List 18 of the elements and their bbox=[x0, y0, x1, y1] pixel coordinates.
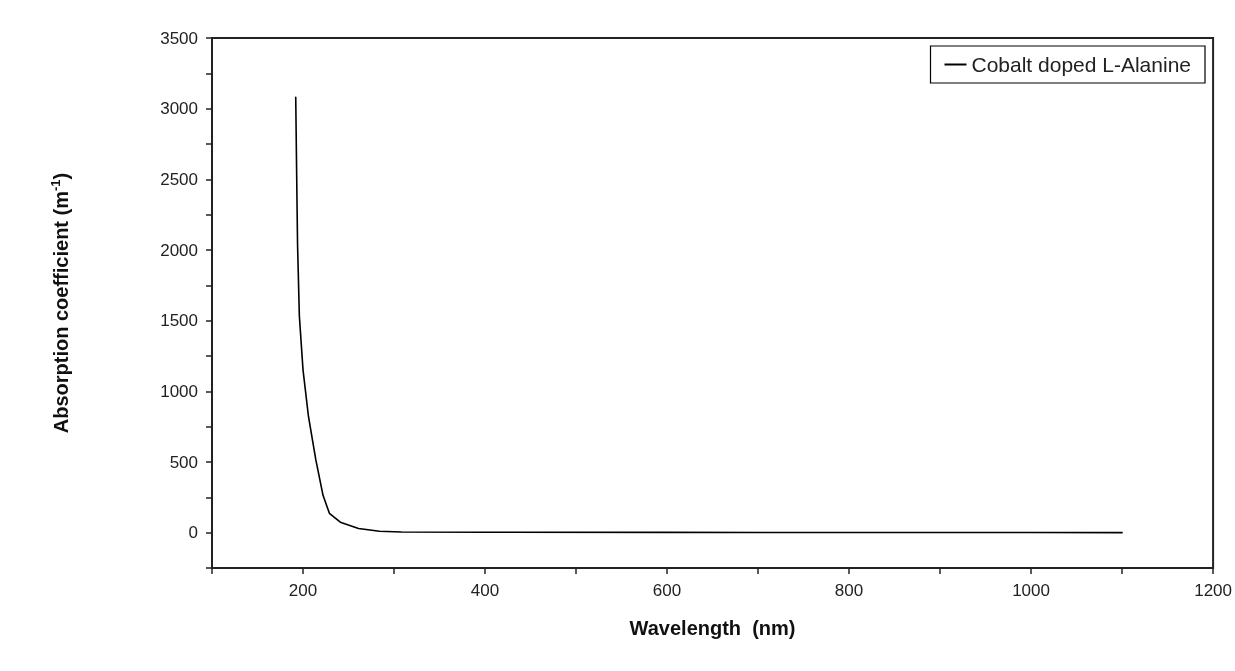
x-tick-label: 200 bbox=[288, 581, 318, 600]
x-axis-title: Wavelength (nm) bbox=[629, 617, 796, 639]
y-tick-label: 2500 bbox=[160, 169, 198, 189]
y-tick-label: 1000 bbox=[160, 381, 198, 401]
y-tick-label: 3500 bbox=[160, 28, 198, 48]
y-tick-label: 2000 bbox=[160, 240, 198, 260]
x-tick-label: 600 bbox=[652, 581, 682, 600]
x-tick-label: 1200 bbox=[1194, 581, 1232, 600]
legend-label: Cobalt doped L-Alanine bbox=[971, 53, 1191, 76]
y-tick-label: 3000 bbox=[160, 99, 198, 119]
y-tick-label: 1500 bbox=[160, 311, 198, 331]
y-tick-label: 500 bbox=[169, 452, 198, 472]
x-tick-label: 1000 bbox=[1012, 581, 1050, 600]
line-series bbox=[294, 96, 1123, 534]
x-tick-label: 400 bbox=[470, 581, 500, 600]
x-tick-label: 800 bbox=[834, 581, 864, 600]
y-tick-label: 0 bbox=[188, 523, 198, 543]
y-axis-title: Absorption coefficient (m-1) bbox=[48, 172, 72, 434]
